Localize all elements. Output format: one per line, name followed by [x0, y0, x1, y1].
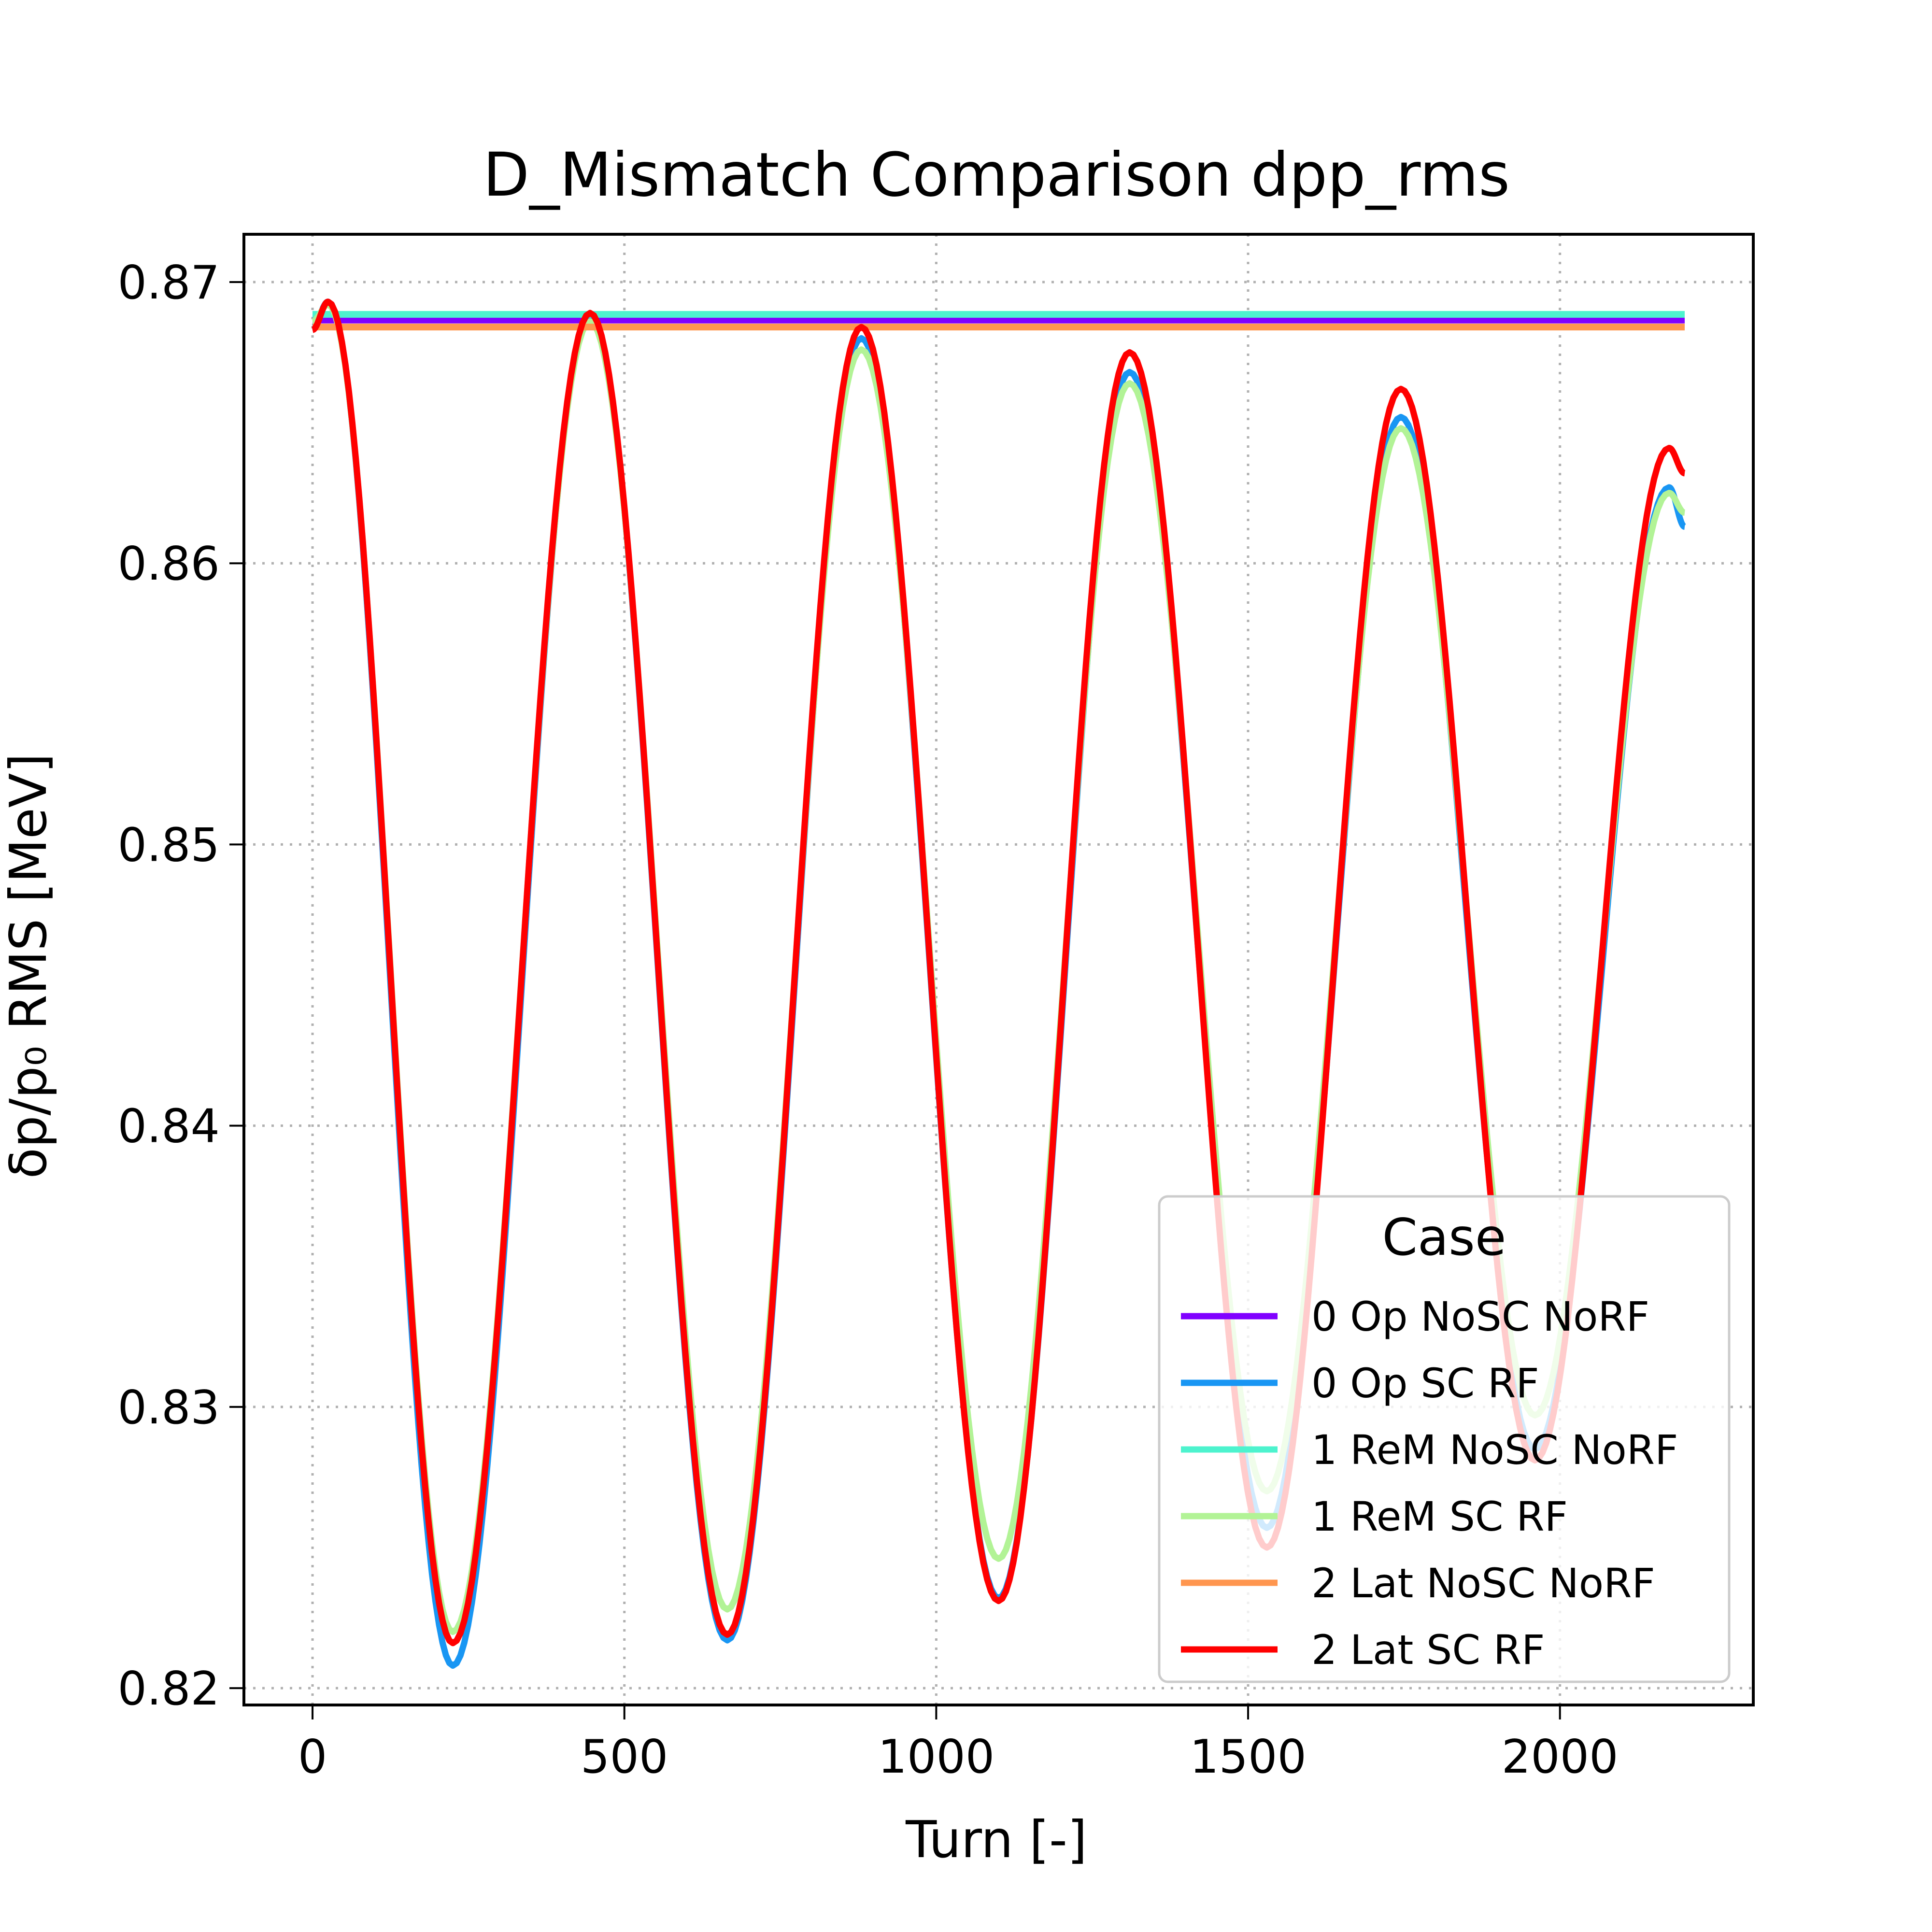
legend: Case 0 Op NoSC NoRF 0 Op SC RF 1 ReM NoSC …: [1158, 1195, 1731, 1683]
legend-label: 2 Lat SC RF: [1311, 1626, 1545, 1674]
x-tick-label: 500: [581, 1731, 668, 1784]
y-tick-label: 0.84: [117, 1100, 220, 1153]
x-tick-label: 1500: [1190, 1731, 1307, 1784]
legend-label: 2 Lat NoSC NoRF: [1311, 1560, 1655, 1607]
axes-frame: [242, 233, 1755, 1706]
y-tick-label: 0.86: [117, 538, 220, 591]
x-axis-label: Turn [-]: [905, 1810, 1087, 1869]
legend-box: [1158, 1195, 1731, 1683]
y-tick-label: 0.87: [117, 256, 220, 310]
y-tick-label: 0.83: [117, 1381, 220, 1435]
legend-title: Case: [1382, 1208, 1506, 1267]
y-axis-label: δp/p₀ RMS [MeV]: [0, 753, 58, 1179]
legend-label: 1 ReM SC RF: [1311, 1493, 1568, 1540]
axis-ticks: 0 500 1000 1500 2000 0.82 0.83 0.84 0.85 0.86 0.87: [117, 256, 1618, 1784]
legend-label: 0 Op SC RF: [1311, 1360, 1539, 1407]
chart-title: D_Mismatch Comparison dpp_rms: [483, 140, 1510, 210]
legend-label: 1 ReM NoSC NoRF: [1311, 1426, 1678, 1474]
x-tick-label: 1000: [878, 1731, 994, 1784]
x-tick-label: 0: [298, 1731, 327, 1784]
legend-label: 0 Op NoSC NoRF: [1311, 1293, 1649, 1340]
y-tick-label: 0.82: [117, 1662, 220, 1716]
x-tick-label: 2000: [1502, 1731, 1619, 1784]
y-tick-label: 0.85: [117, 819, 220, 872]
legend-entries: 0 Op NoSC NoRF 0 Op SC RF 1 ReM NoSC NoRF 1…: [1181, 1293, 1678, 1674]
